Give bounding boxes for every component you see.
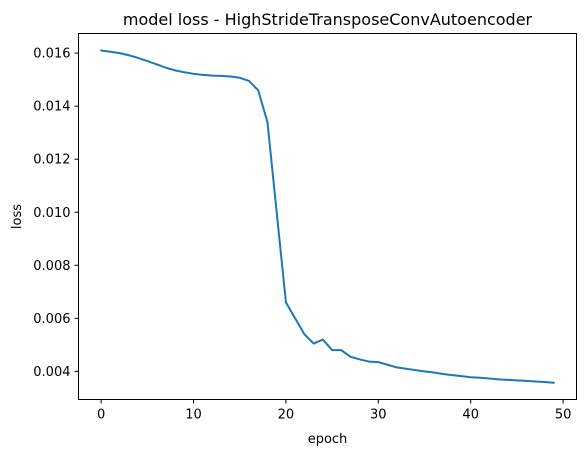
y-tick-label: 0.012 xyxy=(33,153,70,168)
data-point xyxy=(128,54,130,56)
data-point xyxy=(257,89,259,91)
data-point xyxy=(460,375,462,377)
data-point xyxy=(174,69,176,71)
y-axis-title: loss xyxy=(10,204,25,229)
data-point xyxy=(359,358,361,360)
y-tick-label: 0.014 xyxy=(33,100,70,115)
data-point xyxy=(350,356,352,358)
data-point xyxy=(414,369,416,371)
data-point xyxy=(156,63,158,65)
data-point xyxy=(303,333,305,335)
data-point xyxy=(109,51,111,53)
data-point xyxy=(544,381,546,383)
y-tick-label: 0.004 xyxy=(33,365,70,380)
data-point xyxy=(525,380,527,382)
data-point xyxy=(497,378,499,380)
data-point xyxy=(479,377,481,379)
y-tick-label: 0.010 xyxy=(33,206,70,221)
plot-area-frame xyxy=(78,33,577,400)
data-point xyxy=(229,75,231,77)
data-point xyxy=(239,77,241,79)
data-point xyxy=(396,366,398,368)
data-point xyxy=(368,361,370,363)
x-tick-label: 40 xyxy=(462,408,479,423)
data-point xyxy=(507,379,509,381)
y-tick-label: 0.006 xyxy=(33,312,70,327)
data-point xyxy=(451,374,453,376)
data-point xyxy=(442,373,444,375)
data-point xyxy=(294,317,296,319)
data-point xyxy=(470,376,472,378)
data-point xyxy=(285,301,287,303)
data-point xyxy=(488,378,490,380)
x-tick-label: 0 xyxy=(97,408,105,423)
data-point xyxy=(331,349,333,351)
data-point xyxy=(266,121,268,123)
y-tick-label: 0.008 xyxy=(33,259,70,274)
data-point xyxy=(211,75,213,77)
data-point xyxy=(322,339,324,341)
data-point xyxy=(220,75,222,77)
data-point xyxy=(276,211,278,213)
loss-series-line xyxy=(100,49,555,384)
x-tick-label: 30 xyxy=(370,408,387,423)
data-point xyxy=(193,73,195,75)
data-point xyxy=(146,60,148,62)
data-point xyxy=(119,52,121,54)
data-point xyxy=(165,67,167,69)
data-point xyxy=(100,49,102,51)
y-tick-label: 0.016 xyxy=(33,47,70,62)
x-tick-label: 50 xyxy=(555,408,572,423)
chart-title: model loss - HighStrideTransposeConvAuto… xyxy=(123,10,533,29)
data-point xyxy=(313,343,315,345)
y-axis-ticks: 0.004 0.006 0.008 0.010 0.012 0.014 0.016 xyxy=(33,47,79,380)
data-point xyxy=(183,71,185,73)
data-point xyxy=(340,349,342,351)
data-point xyxy=(387,364,389,366)
data-point xyxy=(202,74,204,76)
data-point xyxy=(377,361,379,363)
data-point xyxy=(405,368,407,370)
data-point xyxy=(424,370,426,372)
x-axis-title: epoch xyxy=(308,432,348,447)
data-point xyxy=(433,371,435,373)
x-tick-label: 10 xyxy=(185,408,202,423)
data-point xyxy=(534,380,536,382)
x-axis-ticks: 0 10 20 30 40 50 xyxy=(97,399,572,423)
data-point xyxy=(553,382,555,384)
data-point xyxy=(137,57,139,59)
x-tick-label: 20 xyxy=(278,408,295,423)
data-point xyxy=(248,80,250,82)
data-point xyxy=(516,379,518,381)
